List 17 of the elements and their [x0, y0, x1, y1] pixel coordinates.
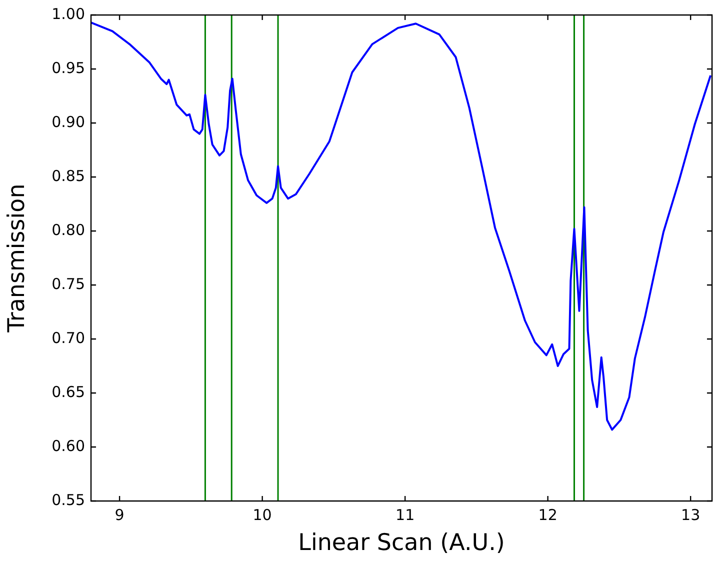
x-tick-label: 11: [396, 506, 415, 524]
y-tick-label: 0.60: [52, 436, 85, 455]
x-tick-label: 10: [252, 506, 272, 524]
y-tick-label: 0.85: [52, 166, 85, 185]
x-tick-label: 9: [114, 506, 124, 524]
y-tick-label: 0.95: [52, 58, 85, 77]
y-tick-label: 0.80: [52, 220, 85, 239]
y-tick-label: 0.75: [52, 274, 85, 293]
y-axis-title: Transmission: [4, 184, 30, 334]
y-tick-label: 0.65: [52, 382, 85, 401]
y-tick-label: 0.70: [52, 328, 85, 347]
x-axis-title: Linear Scan (A.U.): [298, 530, 505, 556]
x-tick-label: 13: [681, 506, 700, 524]
y-tick-label: 1.00: [52, 4, 85, 23]
y-tick-label: 0.90: [52, 112, 85, 131]
y-tick-label: 0.55: [52, 490, 85, 509]
x-tick-label: 12: [538, 506, 558, 524]
